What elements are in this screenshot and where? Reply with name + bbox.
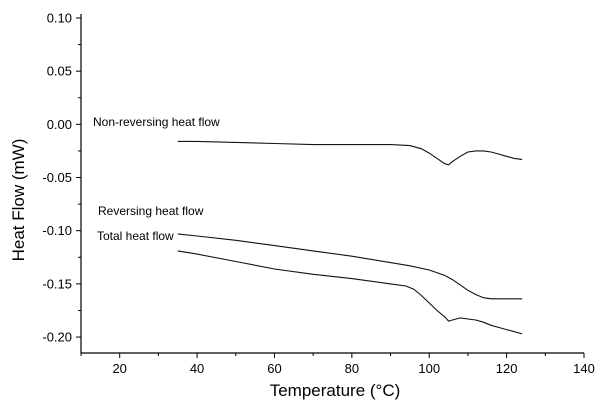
y-axis: 0.10 0.05 0.00 -0.05 -0.10 -0.15 -0.20 [42, 11, 82, 353]
annotation-group: Non-reversing heat flow Reversing heat fl… [93, 115, 220, 243]
series-reversing-line [177, 233, 523, 300]
annotation-label: Non-reversing heat flow [93, 115, 220, 129]
x-tick-label: 120 [496, 361, 518, 376]
x-tick-label: 40 [190, 361, 204, 376]
annotation-label: Total heat flow [97, 229, 174, 243]
y-axis-title: Heat Flow (mW) [9, 139, 28, 262]
y-tick-label: -0.15 [42, 276, 72, 291]
series-non-reversing-line [177, 140, 523, 166]
y-tick-label: 0.05 [47, 64, 72, 79]
y-tick-label: 0.10 [47, 11, 72, 26]
x-tick-label: 100 [418, 361, 440, 376]
y-tick-label: 0.00 [47, 117, 72, 132]
x-axis-title: Temperature (°C) [270, 381, 401, 400]
y-tick-label: -0.10 [42, 223, 72, 238]
x-axis: 20 40 60 80 100 120 140 [80, 352, 595, 376]
x-tick-label: 80 [345, 361, 359, 376]
x-tick-label: 140 [573, 361, 595, 376]
annotation-label: Reversing heat flow [98, 204, 204, 218]
y-tick-label: -0.20 [42, 330, 72, 345]
x-tick-label: 20 [112, 361, 126, 376]
series-group [177, 140, 523, 335]
series-total-line [177, 250, 523, 335]
x-tick-label: 60 [267, 361, 281, 376]
y-tick-label: -0.05 [42, 170, 72, 185]
